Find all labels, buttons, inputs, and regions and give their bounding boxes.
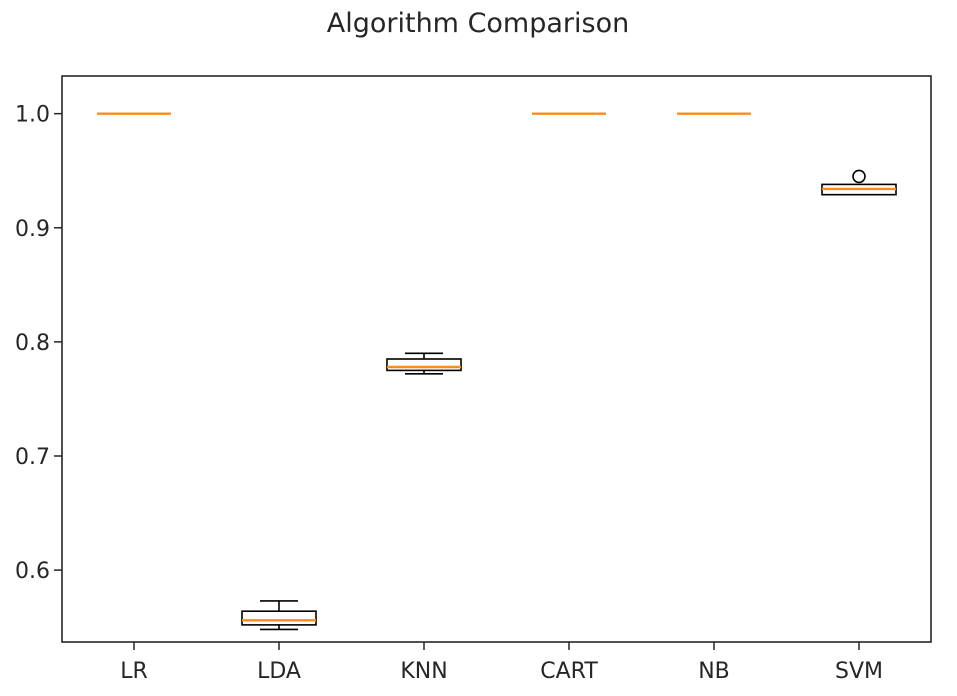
x-tick-label: CART (540, 659, 598, 684)
y-tick-label: 0.7 (15, 445, 50, 470)
plot-area (97, 112, 897, 631)
axes-frame (61, 75, 932, 643)
y-tick-label: 0.6 (15, 559, 50, 584)
y-tick-label: 0.8 (15, 331, 50, 356)
box-iqr (386, 358, 462, 372)
box-svm (821, 169, 897, 196)
box-knn (386, 352, 462, 375)
y-tick-label: 0.9 (15, 217, 50, 242)
box-iqr (241, 610, 317, 626)
y-tick-label: 1.0 (15, 103, 50, 128)
x-tick-label: LR (120, 659, 148, 684)
x-tick-label: KNN (400, 659, 447, 684)
x-tick-label: NB (698, 659, 730, 684)
chart-title: Algorithm Comparison (327, 8, 629, 39)
outlier-point (852, 169, 866, 184)
x-axis: LR LDA KNN CART NB SVM (120, 642, 883, 684)
x-tick-label: LDA (257, 659, 301, 684)
y-axis: 0.6 0.7 0.8 0.9 1.0 (15, 103, 62, 584)
box-lda (241, 600, 317, 631)
x-tick-label: SVM (835, 659, 883, 684)
